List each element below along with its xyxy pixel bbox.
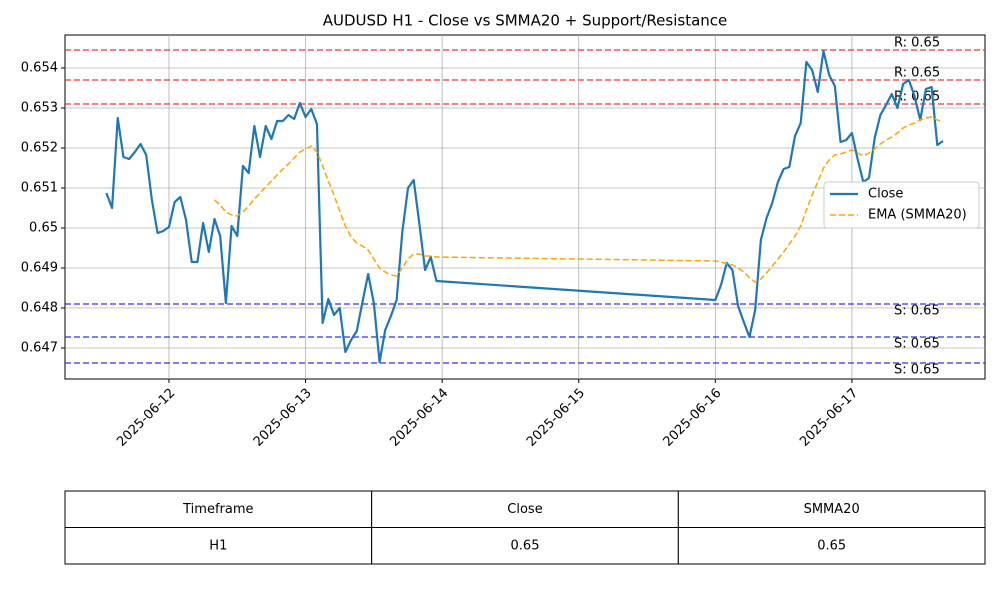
y-tick-label: 0.647 (21, 341, 58, 356)
table-value: 0.65 (817, 538, 846, 553)
x-tick-label: 2025-06-16 (661, 386, 725, 450)
table-value: H1 (209, 538, 227, 553)
legend-label: Close (868, 187, 903, 202)
y-tick-label: 0.651 (21, 181, 58, 196)
table-header: SMMA20 (804, 502, 860, 517)
support-label: S: 0.65 (894, 337, 940, 352)
y-tick-label: 0.653 (21, 101, 58, 116)
table-header: Close (507, 502, 542, 517)
table-cell (677, 490, 986, 528)
chart-title: AUDUSD H1 - Close vs SMMA20 + Support/Re… (323, 12, 728, 30)
table-cell (677, 527, 986, 565)
x-tick-label: 2025-06-17 (797, 386, 861, 450)
resistance-label: R: 0.65 (894, 66, 940, 81)
table-header: Timeframe (182, 502, 253, 517)
table-value: 0.65 (511, 538, 540, 553)
support-label: S: 0.65 (894, 363, 940, 378)
legend: Close EMA (SMMA20) (823, 181, 980, 229)
series-line (213, 116, 944, 283)
y-tick-label: 0.654 (21, 61, 58, 76)
table-cell (371, 527, 679, 565)
support-label: S: 0.65 (894, 304, 940, 319)
x-tick-label: 2025-06-15 (524, 386, 588, 450)
legend-label: EMA (SMMA20) (868, 208, 967, 223)
y-tick-label: 0.648 (21, 301, 58, 316)
legend-box (823, 181, 980, 229)
plot-frame (64, 34, 986, 380)
x-tick-label: 2025-06-14 (387, 386, 451, 450)
resistance-label: R: 0.65 (894, 90, 940, 105)
x-tick-label: 2025-06-12 (114, 386, 178, 450)
y-tick-label: 0.652 (21, 141, 58, 156)
table-cell (64, 490, 373, 528)
x-tick-label: 2025-06-13 (251, 386, 315, 450)
series-line (105, 49, 944, 364)
table-cell (64, 527, 373, 565)
y-tick-label: 0.65 (29, 221, 58, 236)
y-tick-label: 0.649 (21, 261, 58, 276)
table-cell (371, 490, 679, 528)
resistance-label: R: 0.65 (894, 36, 940, 51)
